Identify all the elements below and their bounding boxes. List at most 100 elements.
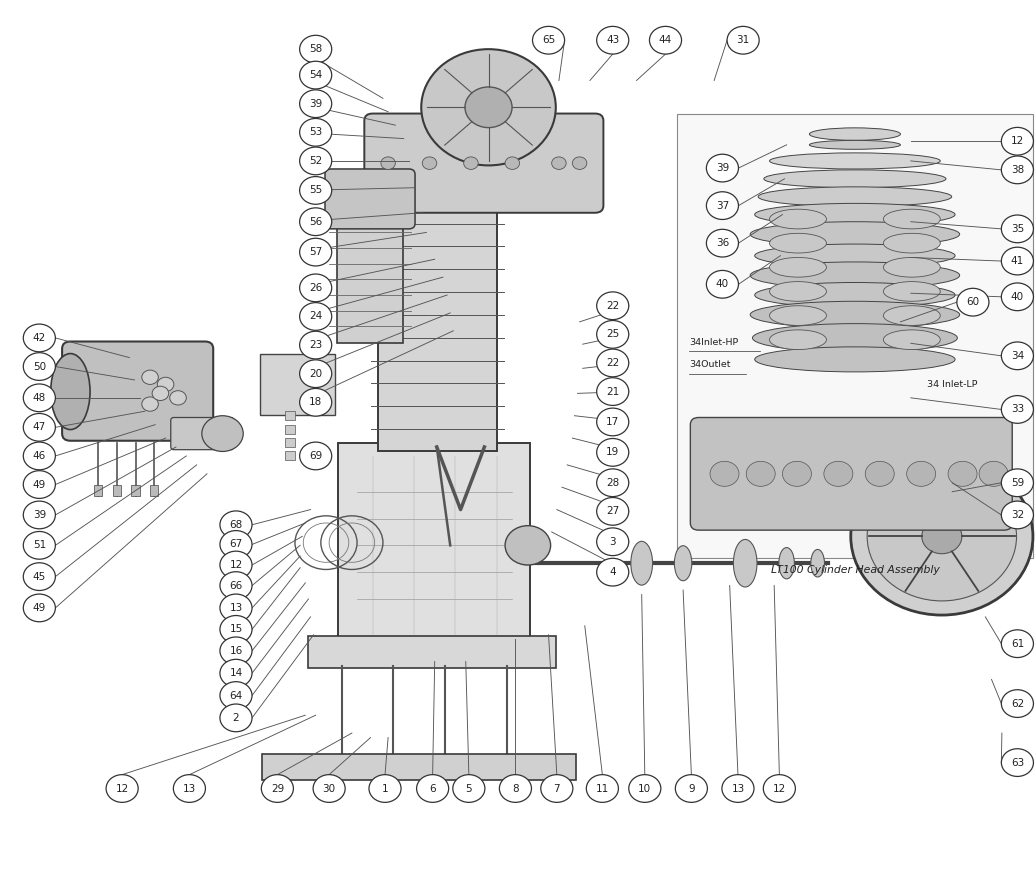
Text: 12: 12 [230, 560, 242, 570]
Ellipse shape [755, 347, 955, 372]
Text: 46: 46 [33, 451, 46, 461]
Ellipse shape [883, 233, 940, 253]
Text: 23: 23 [309, 340, 322, 350]
Ellipse shape [675, 545, 691, 581]
Ellipse shape [809, 140, 900, 149]
Text: 47: 47 [33, 422, 46, 433]
Text: LT100 Cylinder Head Assembly: LT100 Cylinder Head Assembly [770, 565, 940, 575]
Bar [150, 485, 158, 496]
Circle shape [596, 408, 628, 435]
Circle shape [675, 774, 708, 803]
Circle shape [300, 302, 331, 330]
Text: 33: 33 [1011, 404, 1024, 415]
Text: 53: 53 [309, 127, 322, 138]
Circle shape [300, 119, 331, 146]
Circle shape [628, 774, 660, 803]
Circle shape [300, 61, 331, 89]
Circle shape [261, 774, 294, 803]
Text: 54: 54 [309, 70, 322, 80]
Text: 19: 19 [607, 447, 619, 458]
Bar [131, 485, 140, 496]
Circle shape [505, 526, 551, 565]
Circle shape [1001, 690, 1033, 717]
Circle shape [23, 470, 56, 499]
Text: 48: 48 [33, 392, 46, 403]
Circle shape [596, 468, 628, 497]
Text: 27: 27 [607, 506, 619, 517]
Circle shape [220, 681, 253, 710]
Ellipse shape [769, 153, 940, 169]
Circle shape [300, 177, 331, 205]
Text: 17: 17 [607, 417, 619, 427]
Circle shape [23, 384, 56, 411]
Circle shape [152, 386, 169, 401]
FancyBboxPatch shape [171, 417, 234, 450]
Circle shape [23, 501, 56, 529]
Circle shape [174, 774, 205, 803]
Circle shape [596, 350, 628, 377]
Circle shape [572, 157, 587, 170]
Ellipse shape [755, 204, 955, 225]
Text: 67: 67 [230, 539, 242, 550]
Circle shape [706, 230, 738, 257]
Text: 49: 49 [33, 479, 46, 490]
Ellipse shape [883, 330, 940, 350]
Circle shape [220, 511, 253, 538]
Circle shape [220, 551, 253, 579]
Circle shape [300, 90, 331, 117]
Circle shape [907, 461, 936, 486]
Circle shape [300, 148, 331, 175]
Ellipse shape [51, 353, 90, 429]
Ellipse shape [769, 306, 826, 325]
Text: 66: 66 [230, 580, 242, 591]
Circle shape [721, 774, 753, 803]
Text: 50: 50 [33, 361, 46, 372]
FancyBboxPatch shape [325, 169, 415, 229]
Text: 68: 68 [230, 519, 242, 530]
Ellipse shape [809, 128, 900, 140]
Bar [94, 485, 102, 496]
Text: 34 Inlet-LP: 34 Inlet-LP [927, 380, 978, 389]
Circle shape [300, 239, 331, 266]
FancyBboxPatch shape [364, 114, 603, 213]
Circle shape [596, 558, 628, 586]
Circle shape [300, 208, 331, 235]
Text: 1: 1 [382, 783, 388, 794]
Text: 7: 7 [554, 783, 560, 794]
Ellipse shape [883, 282, 940, 301]
Circle shape [1001, 395, 1033, 424]
Circle shape [706, 192, 738, 219]
Ellipse shape [769, 257, 826, 277]
Circle shape [596, 291, 628, 319]
Circle shape [867, 472, 1016, 601]
Circle shape [505, 157, 520, 170]
Ellipse shape [769, 233, 826, 253]
Circle shape [23, 353, 56, 381]
Text: 59: 59 [1011, 477, 1024, 488]
Text: 10: 10 [639, 783, 651, 794]
Circle shape [313, 774, 346, 803]
FancyBboxPatch shape [260, 354, 335, 415]
Circle shape [220, 704, 253, 731]
Text: 12: 12 [1011, 136, 1024, 147]
FancyBboxPatch shape [62, 342, 213, 441]
Circle shape [746, 461, 775, 486]
Text: 34Inlet-HP: 34Inlet-HP [689, 338, 739, 347]
Text: 11: 11 [596, 783, 609, 794]
Circle shape [416, 774, 449, 803]
Circle shape [381, 157, 395, 170]
Circle shape [1001, 342, 1033, 370]
Circle shape [727, 27, 760, 54]
Text: 13: 13 [183, 783, 196, 794]
Text: 64: 64 [230, 690, 242, 701]
Circle shape [170, 391, 186, 405]
Text: 31: 31 [737, 35, 749, 46]
Text: 25: 25 [607, 329, 619, 340]
Circle shape [23, 563, 56, 590]
Circle shape [1001, 248, 1033, 275]
FancyBboxPatch shape [262, 754, 576, 780]
Text: 41: 41 [1011, 256, 1024, 266]
Circle shape [596, 321, 628, 348]
Circle shape [922, 519, 962, 553]
Text: 49: 49 [33, 603, 46, 613]
